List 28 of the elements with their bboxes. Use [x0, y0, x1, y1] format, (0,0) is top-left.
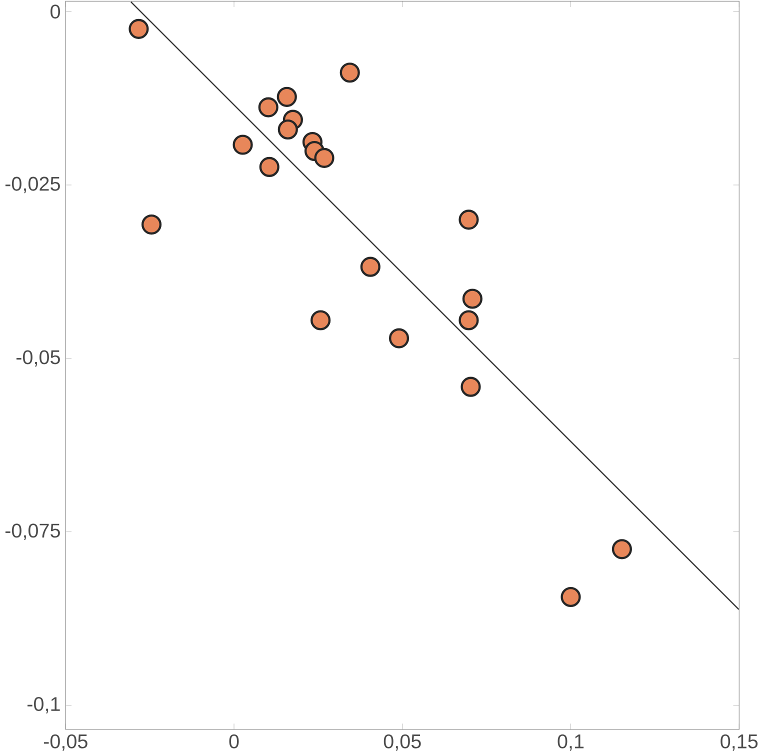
point: [460, 376, 481, 397]
x-tick-label: 0,15: [720, 734, 758, 751]
y-tick-label: -0,1: [28, 696, 60, 714]
point: [612, 538, 632, 560]
y-tick-label: 0: [50, 4, 60, 18]
point: [458, 209, 479, 230]
point: [276, 86, 297, 107]
point: [388, 328, 410, 348]
y-tick-label: -0,075: [5, 523, 60, 540]
point: [360, 256, 380, 277]
point: [232, 134, 253, 155]
y-tick-label: -0,025: [5, 176, 60, 194]
point: [259, 156, 280, 177]
point: [458, 310, 479, 330]
point: [560, 586, 581, 607]
x-tick-label: 0: [229, 734, 239, 748]
point: [278, 119, 298, 140]
x-tick-label: -0,05: [44, 734, 88, 751]
point: [462, 288, 482, 309]
point: [128, 18, 149, 39]
x-tick-label: 0,1: [558, 734, 584, 751]
point: [340, 62, 360, 83]
point: [141, 214, 162, 234]
x-tick-label: 0,05: [384, 734, 421, 751]
point: [314, 148, 334, 168]
y-tick-label: -0,05: [16, 350, 60, 366]
point: [258, 97, 278, 118]
point: [310, 310, 331, 330]
